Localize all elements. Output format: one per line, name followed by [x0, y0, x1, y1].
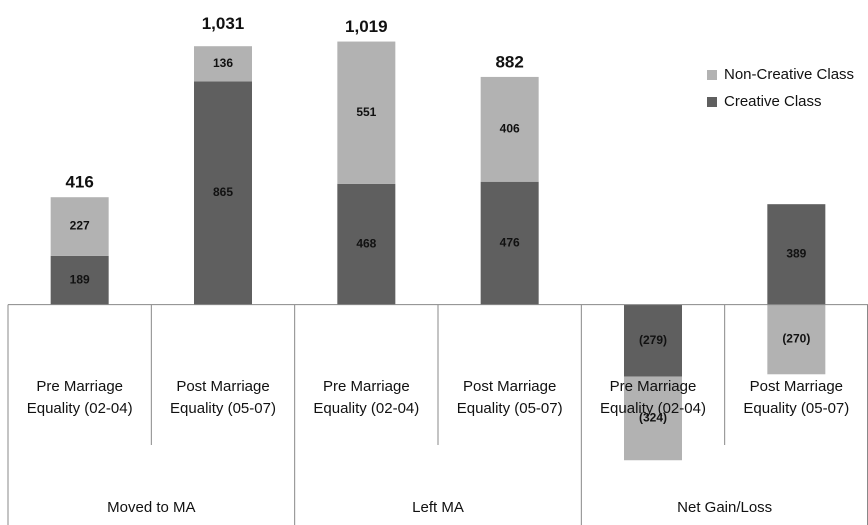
value-label: 476 — [500, 235, 520, 249]
x-tick-label: Pre Marriage — [610, 378, 697, 395]
bar-segment — [480, 76, 539, 182]
bar-segment — [337, 183, 396, 305]
x-tick-label: Post Marriage — [750, 378, 843, 395]
value-label: 189 — [70, 272, 90, 286]
value-label: 468 — [356, 236, 376, 250]
legend-swatch — [707, 70, 717, 80]
bar-segment — [194, 46, 252, 82]
total-label: 1,019 — [345, 17, 388, 36]
group-label: Net Gain/Loss — [677, 499, 772, 516]
bar-segment — [194, 81, 252, 305]
value-label: 865 — [213, 185, 233, 199]
legend-label: Creative Class — [724, 93, 822, 110]
value-label: (324) — [639, 411, 667, 425]
value-label: 406 — [500, 121, 520, 135]
total-label: 416 — [65, 173, 93, 192]
value-label: 227 — [70, 219, 90, 233]
x-tick-label: Equality (05-07) — [170, 400, 276, 417]
x-tick-label: Equality (02-04) — [27, 400, 133, 417]
x-tick-label: Pre Marriage — [36, 378, 123, 395]
x-tick-label: Equality (05-07) — [457, 400, 563, 417]
value-label: (270) — [782, 332, 810, 346]
total-label: 1,031 — [202, 14, 245, 33]
value-label: 551 — [356, 105, 376, 119]
value-label: 389 — [786, 247, 806, 261]
group-label: Left MA — [412, 499, 464, 516]
bar-segment — [767, 304, 826, 375]
legend-swatch — [707, 97, 717, 107]
x-tick-label: Pre Marriage — [323, 378, 410, 395]
legend-label: Non-Creative Class — [724, 66, 854, 83]
bar-segment — [767, 204, 826, 305]
x-tick-label: Post Marriage — [463, 378, 556, 395]
x-tick-label: Equality (05-07) — [743, 400, 849, 417]
x-tick-label: Post Marriage — [176, 378, 269, 395]
x-tick-label: Equality (02-04) — [600, 400, 706, 417]
group-label: Moved to MA — [107, 499, 195, 516]
bar-segment — [624, 376, 682, 461]
total-label: 882 — [495, 52, 523, 71]
bar-segment — [50, 255, 109, 305]
x-tick-label: Equality (02-04) — [313, 400, 419, 417]
bar-segment — [337, 41, 396, 184]
value-label: (279) — [639, 333, 667, 347]
bar-segment — [480, 181, 539, 305]
value-label: 136 — [213, 56, 233, 70]
bar-segment — [50, 197, 109, 256]
bar-segment — [624, 304, 682, 377]
